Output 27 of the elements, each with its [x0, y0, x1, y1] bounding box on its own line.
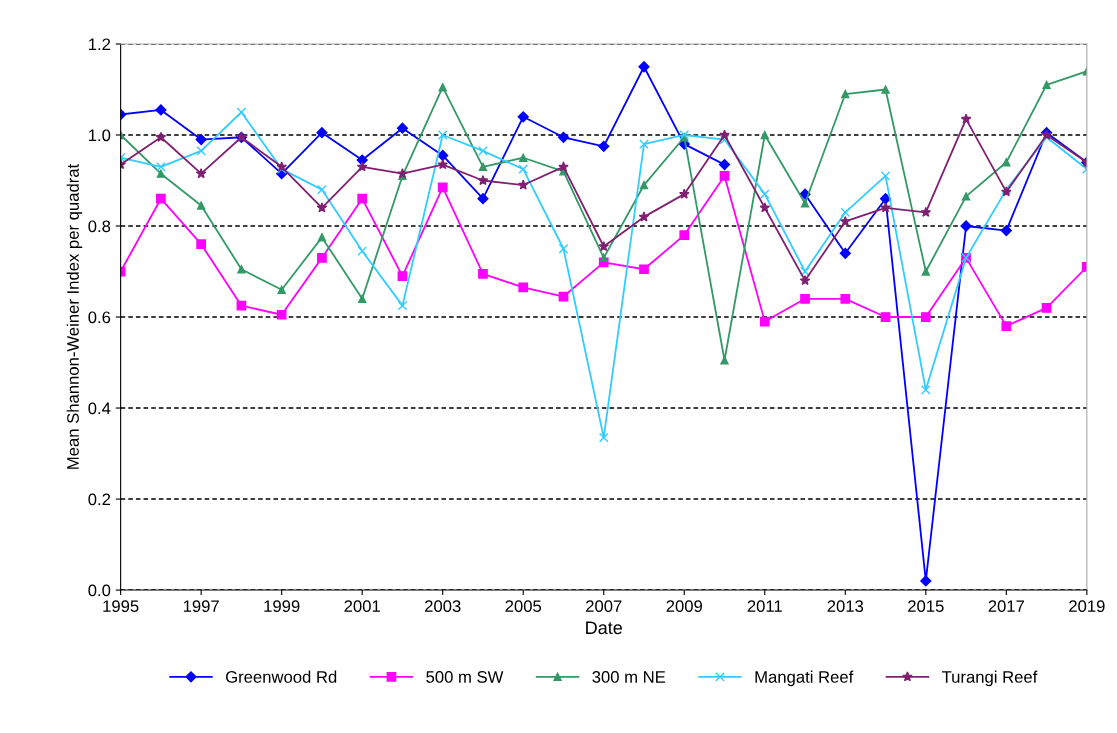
y-tick-label: 0.2: [88, 493, 111, 506]
x-tick-label: 2003: [425, 600, 461, 613]
y-tick-label: 1.0: [89, 129, 111, 142]
y-tick-label: 1.2: [89, 38, 111, 51]
legend-label: Mangati Reef: [755, 670, 854, 687]
x-tick-label: 2009: [666, 600, 703, 613]
x-tick-label: 1999: [264, 600, 300, 613]
x-tick-label: 1995: [103, 600, 139, 613]
x-tick-label: 2019: [1069, 600, 1105, 613]
x-tick-label: 2015: [908, 600, 944, 613]
x-tick-label: 2011: [747, 600, 782, 613]
x-tick-label: 2001: [344, 600, 380, 613]
x-axis-title: Date: [586, 621, 623, 635]
legend-label: Greenwood Rd: [226, 670, 337, 683]
y-axis-title: Mean Shannon-Weiner Index per quadrat: [66, 163, 83, 469]
x-tick-label: 1997: [183, 600, 219, 613]
x-tick-label: 2007: [586, 600, 622, 613]
y-tick-label: 0.8: [88, 220, 111, 233]
legend-label: 300 m NE: [592, 671, 666, 683]
y-tick-label: 0.6: [88, 311, 111, 324]
y-tick-label: 0.0: [88, 584, 111, 597]
x-tick-label: 2013: [827, 600, 864, 613]
x-tick-label: 2005: [505, 600, 542, 613]
y-tick-label: 0.4: [88, 402, 111, 415]
legend-label: Turangi Reef: [941, 670, 1038, 687]
x-tick-label: 2017: [988, 600, 1025, 613]
legend-label: 500 m SW: [426, 671, 504, 683]
